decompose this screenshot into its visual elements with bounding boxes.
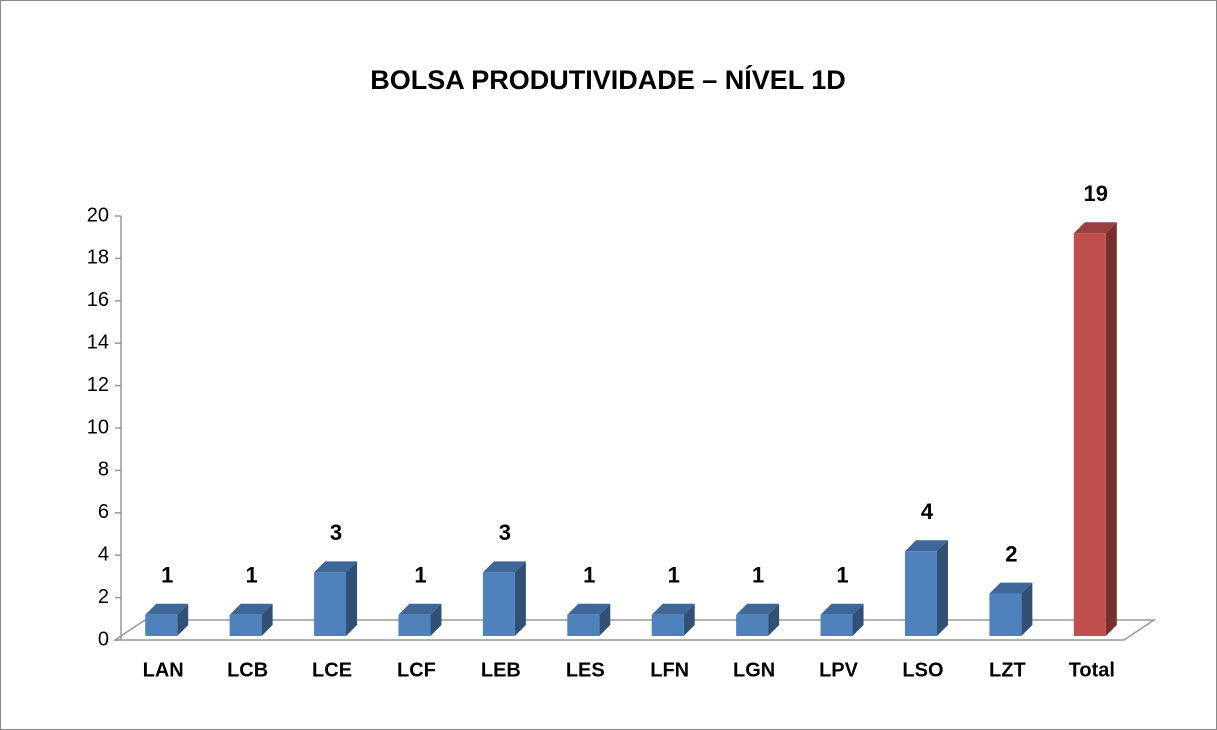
- bar-top: [651, 603, 695, 615]
- floor: [112, 619, 1157, 641]
- bar-side: [261, 603, 273, 636]
- x-tick-label: LGN: [733, 659, 775, 681]
- bar-side: [936, 540, 948, 636]
- x-tick-label: LFN: [650, 659, 689, 681]
- x-tick-label: LCF: [397, 659, 436, 681]
- value-label: 1: [752, 563, 764, 588]
- x-tick-label: LPV: [819, 659, 859, 681]
- bar: [736, 614, 769, 636]
- value-label: 3: [499, 520, 511, 545]
- bar-top: [736, 603, 780, 615]
- x-tick-label: LCE: [312, 659, 352, 681]
- y-tick-label: 16: [87, 289, 109, 311]
- y-tick-label: 20: [87, 204, 109, 226]
- value-label: 1: [161, 563, 173, 588]
- value-label: 2: [1005, 541, 1017, 566]
- x-tick-label: LCB: [227, 659, 268, 681]
- bar-side: [346, 561, 358, 636]
- bar: [314, 572, 347, 636]
- y-tick-label: 8: [98, 459, 109, 481]
- x-tick-label: LEB: [481, 659, 521, 681]
- y-tick-label: 0: [98, 628, 109, 650]
- value-label: 1: [246, 563, 258, 588]
- y-tick-label: 2: [98, 586, 109, 608]
- x-tick-label: LSO: [902, 659, 943, 681]
- y-tick-label: 18: [87, 247, 109, 269]
- y-tick-label: 6: [98, 501, 109, 523]
- bar-top: [145, 603, 189, 615]
- value-label: 1: [414, 563, 426, 588]
- bar: [482, 572, 515, 636]
- bar: [398, 614, 431, 636]
- y-tick-label: 14: [87, 331, 109, 353]
- bar-side: [430, 603, 442, 636]
- bar-side: [599, 603, 611, 636]
- bar-top: [567, 603, 611, 615]
- bar: [567, 614, 600, 636]
- bar-side: [514, 561, 526, 636]
- value-label: 19: [1084, 181, 1108, 206]
- bar-side: [1105, 222, 1117, 636]
- bar-top: [820, 603, 864, 615]
- x-tick-label: LES: [566, 659, 605, 681]
- bar: [820, 614, 853, 636]
- x-tick-label: LAN: [143, 659, 184, 681]
- bar: [904, 551, 937, 636]
- bar-side: [768, 603, 780, 636]
- y-tick-label: 10: [87, 416, 109, 438]
- bar-top: [904, 540, 948, 552]
- bar-top: [229, 603, 273, 615]
- value-label: 4: [921, 499, 934, 524]
- bar: [229, 614, 262, 636]
- bar-top: [482, 561, 526, 573]
- value-label: 1: [583, 563, 595, 588]
- value-label: 3: [330, 520, 342, 545]
- bar-top: [989, 582, 1033, 594]
- x-tick-label: LZT: [989, 659, 1026, 681]
- chart-title: BOLSA PRODUTIVIDADE – NÍVEL 1D: [370, 64, 846, 95]
- bar-top: [1073, 222, 1117, 234]
- bar-side: [683, 603, 695, 636]
- bar-side: [852, 603, 864, 636]
- bar-side: [1021, 582, 1033, 636]
- value-label: 1: [836, 563, 848, 588]
- y-tick-label: 4: [98, 543, 109, 565]
- x-tick-label: Total: [1069, 659, 1115, 681]
- bar: [651, 614, 684, 636]
- bar-top: [314, 561, 358, 573]
- bar: [989, 593, 1022, 636]
- bar-side: [177, 603, 189, 636]
- bar-top: [398, 603, 442, 615]
- bar: [145, 614, 178, 636]
- y-tick-label: 12: [87, 374, 109, 396]
- value-label: 1: [668, 563, 680, 588]
- bar: [1073, 233, 1106, 636]
